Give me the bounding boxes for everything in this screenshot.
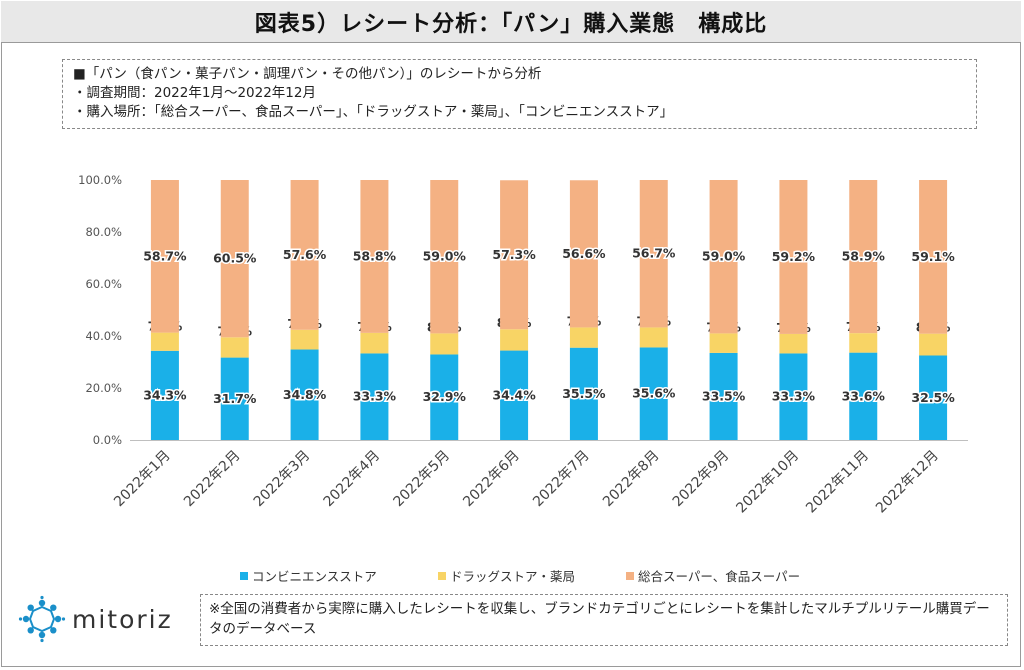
bar-segment	[919, 180, 948, 334]
data-label: 34.4%	[492, 387, 536, 402]
bar-segment	[430, 180, 459, 334]
legend-label: 総合スーパー、食品スーパー	[638, 569, 801, 584]
data-label: 32.9%	[423, 389, 467, 404]
legend-item: 総合スーパー、食品スーパー	[626, 566, 800, 585]
bar-segment	[430, 354, 459, 440]
note-line-period: ・調査期間：2022年1月～2022年12月	[73, 85, 316, 101]
data-label: 59.0%	[702, 249, 746, 264]
bar-segment	[779, 180, 808, 334]
logo-icon	[18, 595, 66, 643]
bar-segment	[919, 333, 948, 356]
data-label: 58.7%	[143, 248, 187, 263]
y-tick-label: 0.0%	[93, 433, 122, 447]
data-label: 35.6%	[632, 386, 676, 401]
x-tick-label: 2022年3月	[251, 448, 314, 511]
legend-swatch	[240, 571, 248, 580]
chart-title: 図表5）レシート分析：「パン」購入業態 構成比	[1, 1, 1021, 43]
chart-svg: 0.0%20.0%40.0%60.0%80.0%100.0%34.3%7.0%5…	[78, 173, 968, 517]
data-label: 58.9%	[842, 249, 886, 264]
bar-segment	[639, 347, 668, 440]
data-label: 33.3%	[353, 389, 397, 404]
bar-segment	[639, 180, 668, 328]
x-tick-label: 2022年5月	[390, 448, 453, 511]
bar-segment	[220, 337, 249, 358]
data-label: 33.6%	[842, 388, 886, 403]
bar-segment	[779, 333, 808, 354]
bar-segment	[779, 353, 808, 440]
legend-swatch	[626, 571, 634, 580]
data-label: 34.3%	[143, 387, 187, 402]
data-label: 31.7%	[213, 391, 257, 406]
bar-segment	[360, 353, 389, 440]
legend-label: コンビニエンスストア	[252, 569, 377, 584]
chart-legend: コンビニエンスストア ドラッグストア・薬局 総合スーパー、食品スーパー	[0, 566, 1024, 584]
bar-segment	[849, 180, 878, 334]
stacked-bar-chart: 0.0%20.0%40.0%60.0%80.0%100.0%34.3%7.0%5…	[0, 160, 1024, 560]
bar-segment	[290, 349, 319, 440]
data-label: 33.5%	[702, 388, 746, 403]
legend-label: ドラッグストア・薬局	[450, 569, 576, 584]
legend-swatch	[438, 571, 446, 580]
bar-segment	[569, 327, 598, 348]
data-label: 57.6%	[283, 247, 327, 262]
data-label: 60.5%	[213, 251, 257, 266]
bar-segment	[709, 352, 738, 440]
bar-segment	[709, 333, 738, 353]
bar-segment	[290, 329, 319, 350]
bar-segment	[500, 350, 529, 440]
data-label: 32.5%	[911, 390, 955, 405]
legend-item: コンビニエンスストア	[240, 566, 377, 585]
bar-segment	[639, 327, 668, 348]
x-tick-label: 2022年4月	[321, 448, 384, 511]
x-tick-label: 2022年11月	[803, 448, 872, 517]
data-label: 33.3%	[772, 389, 816, 404]
data-label: 59.1%	[911, 249, 955, 264]
bar-segment	[150, 332, 179, 351]
bar-segment	[849, 333, 878, 353]
data-label: 56.7%	[632, 246, 676, 261]
x-tick-label: 2022年9月	[670, 448, 733, 511]
bar-segment	[430, 333, 459, 355]
x-tick-label: 2022年2月	[181, 448, 244, 511]
bar-segment	[360, 332, 389, 354]
logo-text: mitoriz	[72, 604, 173, 634]
bar-segment	[569, 347, 598, 440]
analysis-notes: ■「パン（食パン・菓子パン・調理パン・その他パン）」のレシートから分析 ・調査期…	[62, 59, 977, 129]
x-tick-label: 2022年6月	[460, 448, 523, 511]
bar-segment	[150, 180, 179, 333]
bar-segment	[919, 355, 948, 440]
y-tick-label: 40.0%	[85, 329, 122, 343]
data-label: 34.8%	[283, 387, 327, 402]
x-tick-label: 2022年8月	[600, 448, 663, 511]
x-tick-label: 2022年7月	[530, 448, 593, 511]
data-label: 57.3%	[492, 247, 536, 262]
bar-segment	[500, 329, 529, 351]
data-label: 35.5%	[562, 386, 606, 401]
note-line-stores: ・購入場所：「総合スーパー、食品スーパー」、「ドラッグストア・薬局」、「コンビニ…	[73, 104, 674, 120]
data-label: 56.6%	[562, 246, 606, 261]
mitoriz-logo: mitoriz	[18, 594, 188, 644]
footnote: ※全国の消費者から実際に購入したレシートを収集し、ブランドカテゴリごとにレシート…	[200, 594, 1008, 646]
y-tick-label: 20.0%	[85, 381, 122, 395]
bar-segment	[220, 357, 249, 440]
bar-segment	[150, 350, 179, 440]
x-tick-label: 2022年12月	[873, 448, 942, 517]
bar-segment	[290, 180, 319, 330]
data-label: 59.2%	[772, 249, 816, 264]
note-line-target: ■「パン（食パン・菓子パン・調理パン・その他パン）」のレシートから分析	[73, 66, 542, 82]
bar-segment	[220, 180, 249, 338]
bar-segment	[709, 180, 738, 334]
x-tick-label: 2022年10月	[733, 448, 802, 517]
y-tick-label: 60.0%	[85, 277, 122, 291]
y-tick-label: 80.0%	[85, 225, 122, 239]
bar-segment	[360, 180, 389, 333]
bar-segment	[849, 352, 878, 440]
bar-segment	[569, 180, 598, 328]
x-tick-label: 2022年1月	[111, 448, 174, 511]
bar-segment	[500, 180, 529, 330]
y-tick-label: 100.0%	[78, 173, 122, 187]
legend-item: ドラッグストア・薬局	[438, 566, 575, 585]
data-label: 58.8%	[353, 248, 397, 263]
data-label: 59.0%	[423, 249, 467, 264]
